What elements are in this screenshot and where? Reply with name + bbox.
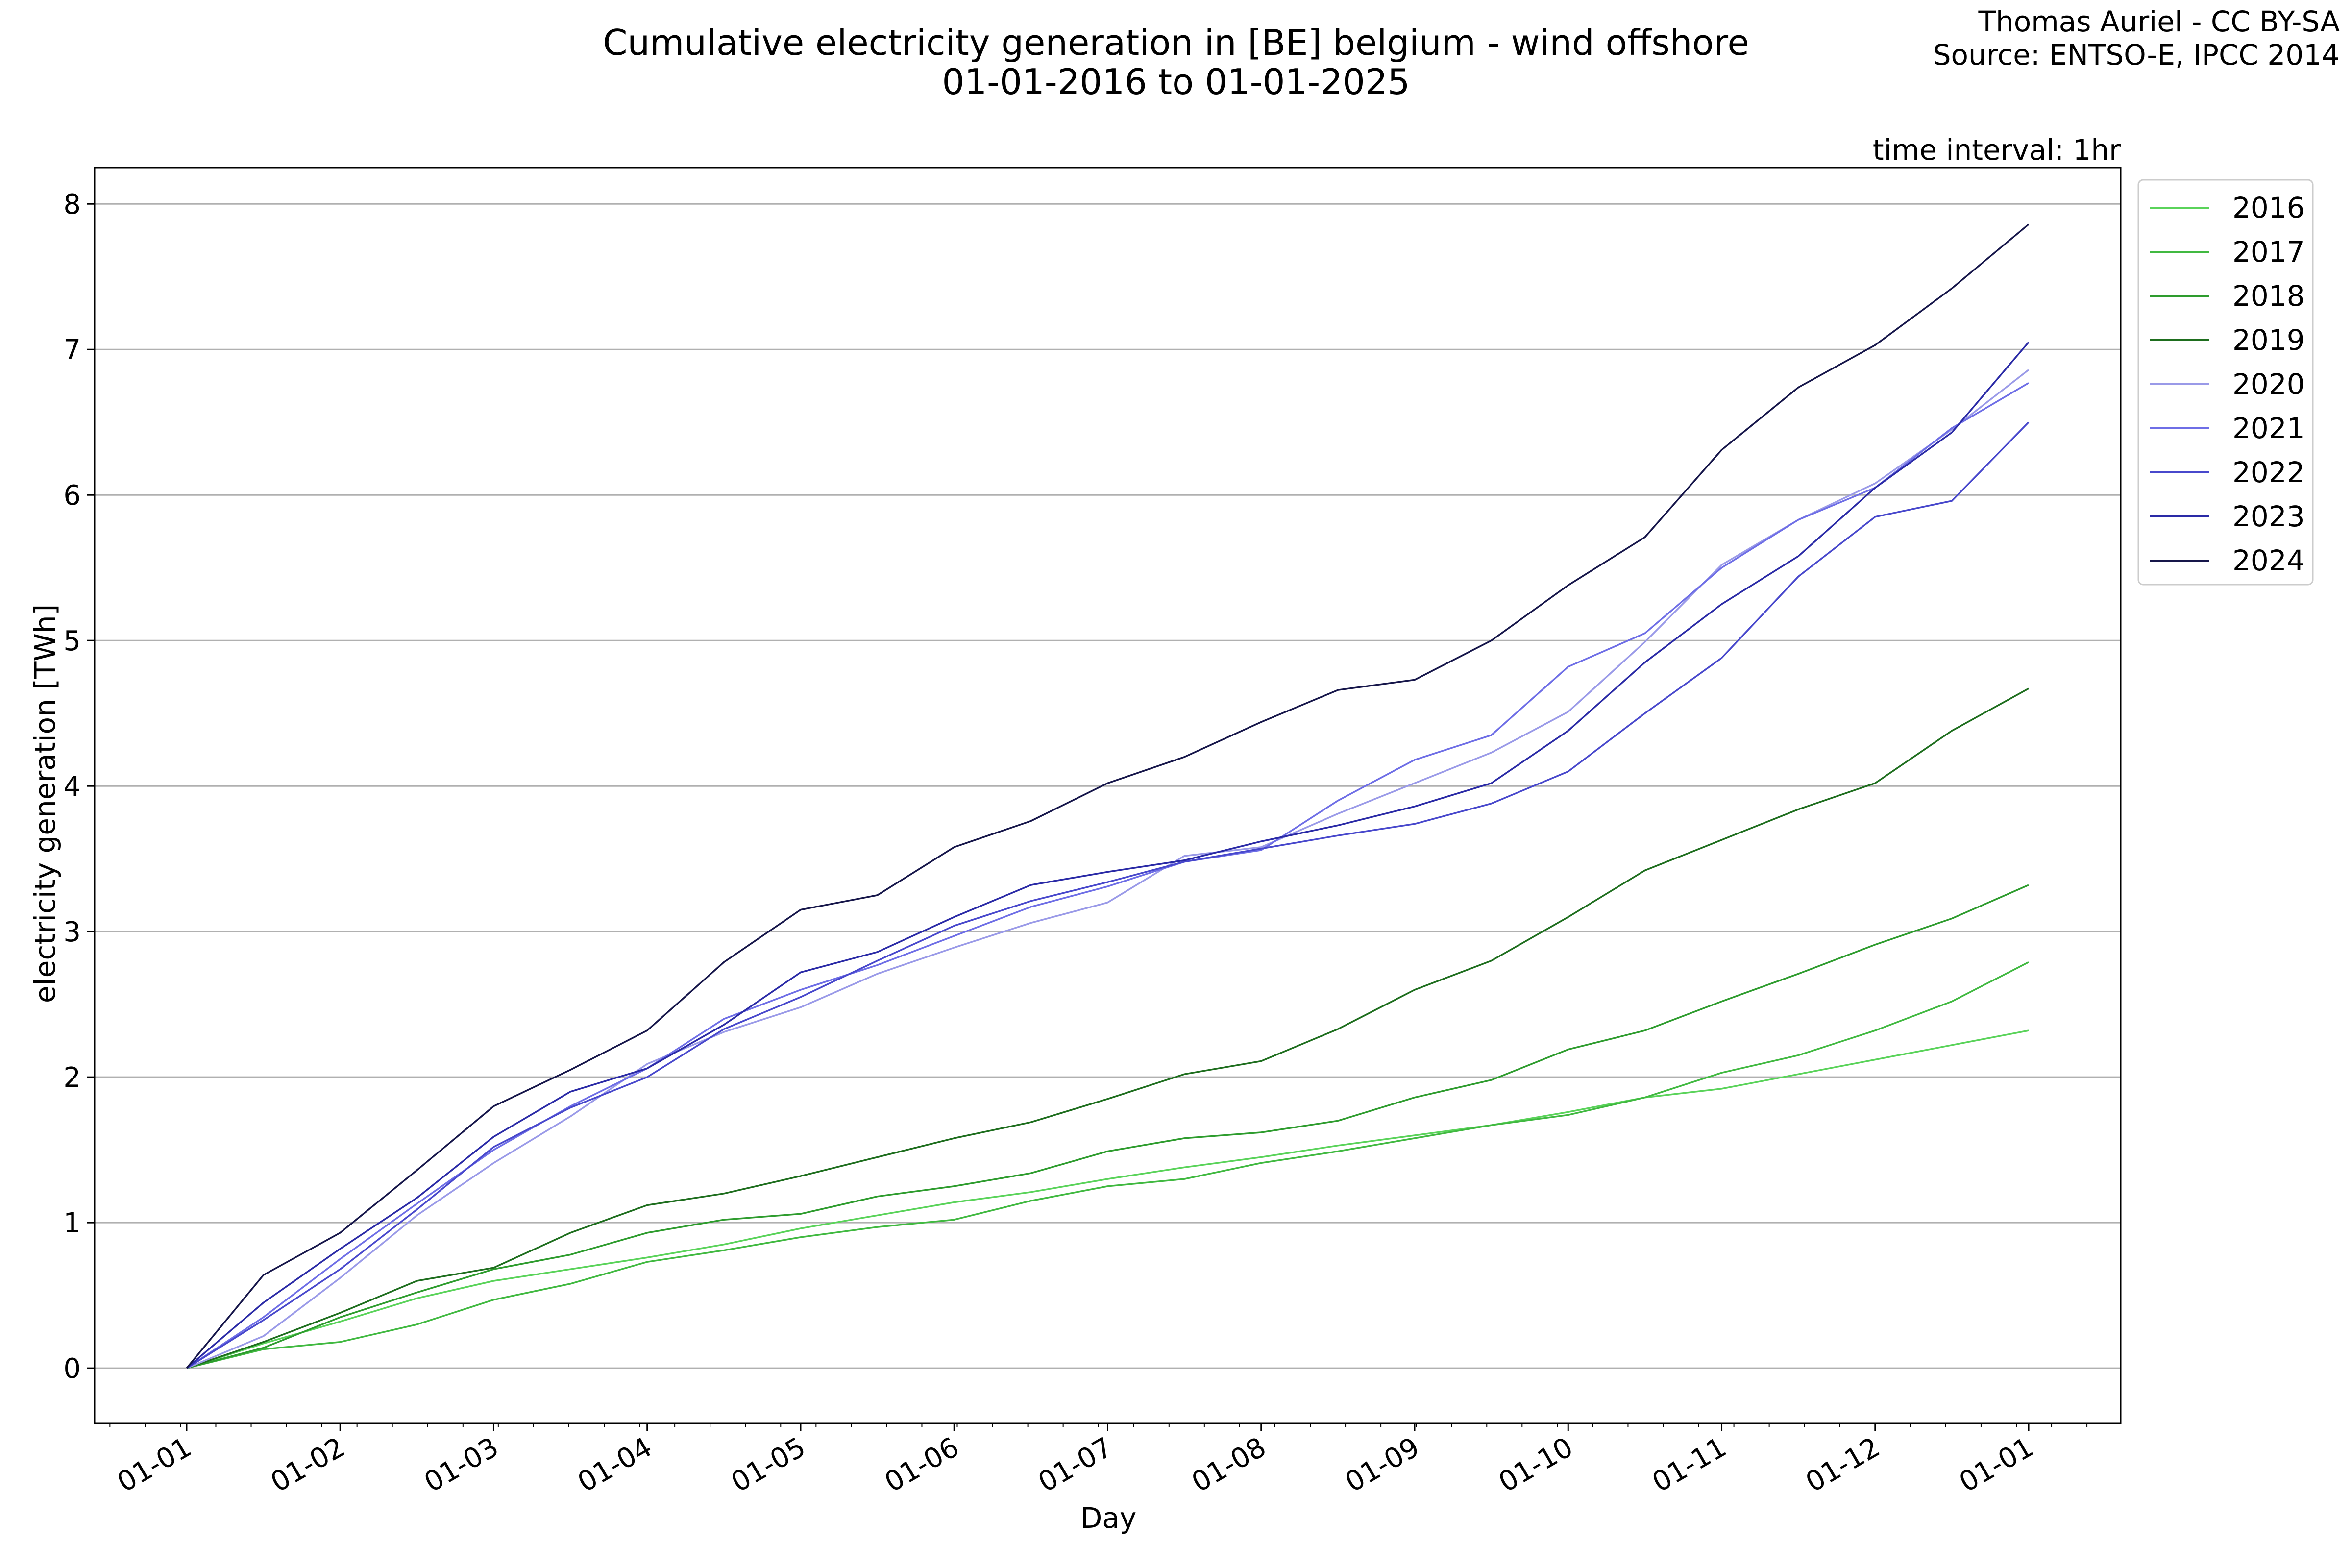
series-line-2023	[186, 342, 2030, 1369]
x-tick-label: 01-06	[880, 1431, 964, 1499]
y-tick-label: 5	[63, 625, 81, 657]
legend-frame	[2137, 179, 2314, 586]
legend-label: 2018	[2232, 279, 2305, 313]
y-tick-label: 1	[63, 1207, 81, 1239]
y-tick-label: 8	[63, 189, 81, 220]
x-tick-label: 01-08	[1186, 1431, 1271, 1499]
legend-label: 2021	[2232, 412, 2305, 445]
y-tick-label: 2	[63, 1062, 81, 1094]
grid	[95, 203, 2121, 1369]
series-line-2017	[186, 961, 2029, 1369]
series-line-2016	[186, 1029, 2029, 1369]
legend-label: 2024	[2232, 544, 2305, 577]
x-tick-label: 01-02	[266, 1431, 350, 1499]
x-tick-label: 01-09	[1340, 1431, 1425, 1499]
chart-subtitle: 01-01-2016 to 01-01-2025	[942, 61, 1410, 102]
series-line-2024	[186, 223, 2030, 1369]
x-tick-label: 01-01	[112, 1431, 197, 1499]
legend-label: 2019	[2232, 323, 2305, 357]
x-tick-label: 01-10	[1494, 1431, 1578, 1499]
legend-label: 2016	[2232, 191, 2305, 224]
legend: 2016 2017 2018 2019 2020 2021 2022 2023 2024	[2137, 179, 2314, 586]
series-line-2019	[186, 687, 2029, 1369]
y-tick-label: 4	[63, 771, 81, 803]
legend-label: 2023	[2232, 500, 2305, 533]
x-tick-label: 01-12	[1800, 1431, 1885, 1499]
x-axis-ticks: 01-01 01-02 01-03 01-04 01-05 01-06 01-07 01-08…	[109, 1423, 2088, 1499]
plot-frame	[94, 167, 2122, 1424]
x-axis-label: Day	[1080, 1501, 1137, 1535]
x-tick-label: 01-01	[1954, 1431, 2039, 1499]
x-tick-label: 01-11	[1647, 1431, 1732, 1499]
series-line-2022	[186, 421, 2030, 1369]
series-line-2018	[186, 884, 2029, 1369]
credit-text: Thomas Auriel - CC BY-SA	[1978, 5, 2340, 38]
y-tick-label: 0	[63, 1353, 81, 1385]
series-line-2020	[186, 369, 2030, 1369]
chart-title: Cumulative electricity generation in [BE…	[603, 22, 1749, 63]
legend-label: 2022	[2232, 456, 2305, 489]
y-axis-ticks: 0 1 2 3 4 5 6 7 8	[63, 189, 95, 1385]
legend-label: 2017	[2232, 235, 2305, 269]
x-tick-label: 01-07	[1033, 1431, 1118, 1499]
legend-label: 2020	[2232, 368, 2305, 401]
time-interval-annotation: time interval: 1hr	[1873, 133, 2121, 167]
y-tick-label: 6	[63, 480, 81, 512]
y-axis-label: electricity generation [TWh]	[28, 604, 62, 1003]
x-tick-label: 01-03	[419, 1431, 504, 1499]
source-text: Source: ENTSO-E, IPCC 2014	[1933, 38, 2340, 72]
y-tick-label: 7	[63, 334, 81, 366]
x-tick-label: 01-05	[726, 1431, 811, 1499]
x-tick-label: 01-04	[572, 1431, 657, 1499]
series-lines	[186, 223, 2030, 1369]
y-tick-label: 3	[63, 916, 81, 948]
series-line-2021	[186, 382, 2029, 1369]
